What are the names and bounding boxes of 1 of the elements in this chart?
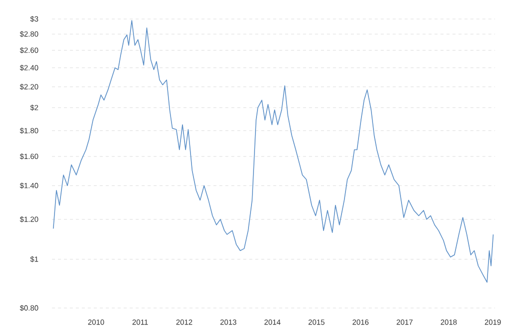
line-series: [52, 20, 494, 283]
